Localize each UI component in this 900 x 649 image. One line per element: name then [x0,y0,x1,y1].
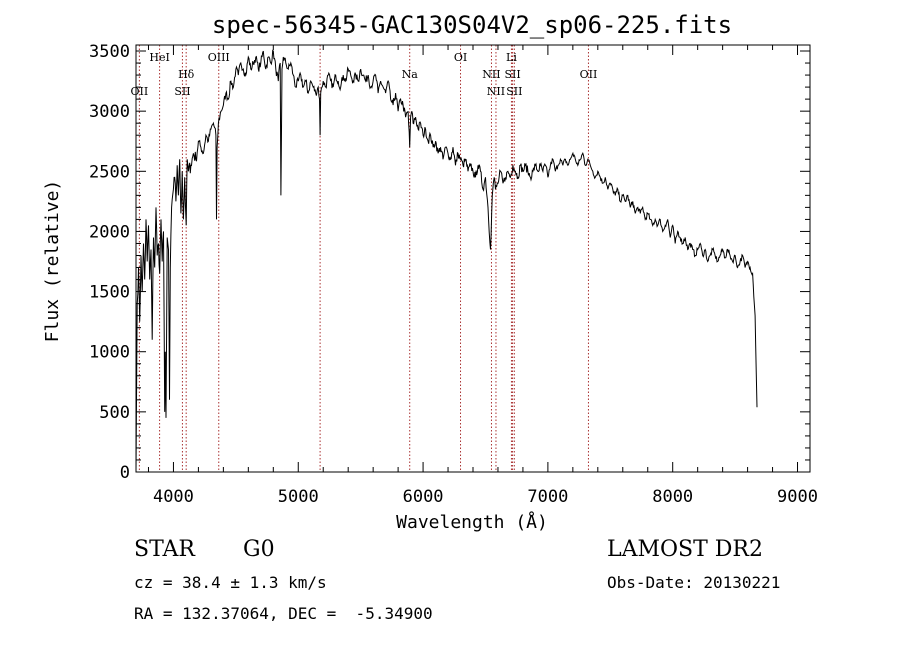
x-axis-label: Wavelength (Å) [396,511,548,533]
x-tick-label: 7000 [527,487,568,507]
y-axis-label: Flux (relative) [42,180,63,343]
spectral-subclass: G0 [243,537,275,562]
chart-title: spec-56345-GAC130S04V2_sp06-225.fits [212,11,732,39]
observation-date: Obs-Date: 20130221 [607,573,781,592]
x-tick-label: 9000 [777,487,818,507]
spectral-line-label: SII [506,85,522,98]
spectral-line-label: OII [131,85,149,98]
y-tick-label: 1500 [89,283,130,303]
y-tick-label: 3000 [89,102,130,122]
spectral-line-label: SII [504,68,520,81]
spectral-line-label: SII [174,85,190,98]
y-tick-label: 2000 [89,222,130,242]
coordinates: RA = 132.37064, DEC = -5.34900 [134,604,433,623]
y-tick-label: 2500 [89,162,130,182]
x-tick-label: 5000 [278,487,319,507]
spectral-line-label: OI [454,51,467,64]
y-tick-label: 3500 [89,42,130,62]
spectral-line-label: OIII [208,51,230,64]
spectral-line-labels: OII HeI Hδ SII OIII Na OI NII NII Li SII SII OII [131,51,598,98]
spectrum-series [135,49,758,473]
spectral-line-label: Hδ [178,68,195,81]
x-tick-label: 6000 [403,487,444,507]
spectral-line-label: Na [402,68,419,81]
y-tick-label: 500 [99,403,130,423]
redshift-cz: cz = 38.4 ± 1.3 km/s [134,573,327,592]
y-tick-label: 0 [120,463,130,483]
spectral-line-label: NII [487,85,505,98]
x-tick-label: 4000 [153,487,194,507]
spectral-line-label: Li [506,51,517,64]
x-tick-label: 8000 [652,487,693,507]
object-class: STAR [134,537,195,562]
survey-name: LAMOST DR2 [607,537,763,562]
spectral-line-label: HeI [149,51,169,64]
spectral-line-label: NII [482,68,500,81]
y-axis-ticks: 0 500 1000 1500 2000 2500 3000 3500 [89,42,810,483]
spectrum-line [135,49,758,473]
y-tick-label: 1000 [89,343,130,363]
spectral-line-markers [138,45,589,472]
x-axis-ticks: 4000 5000 6000 7000 8000 9000 [147,45,818,507]
spectral-line-label: OII [580,68,598,81]
